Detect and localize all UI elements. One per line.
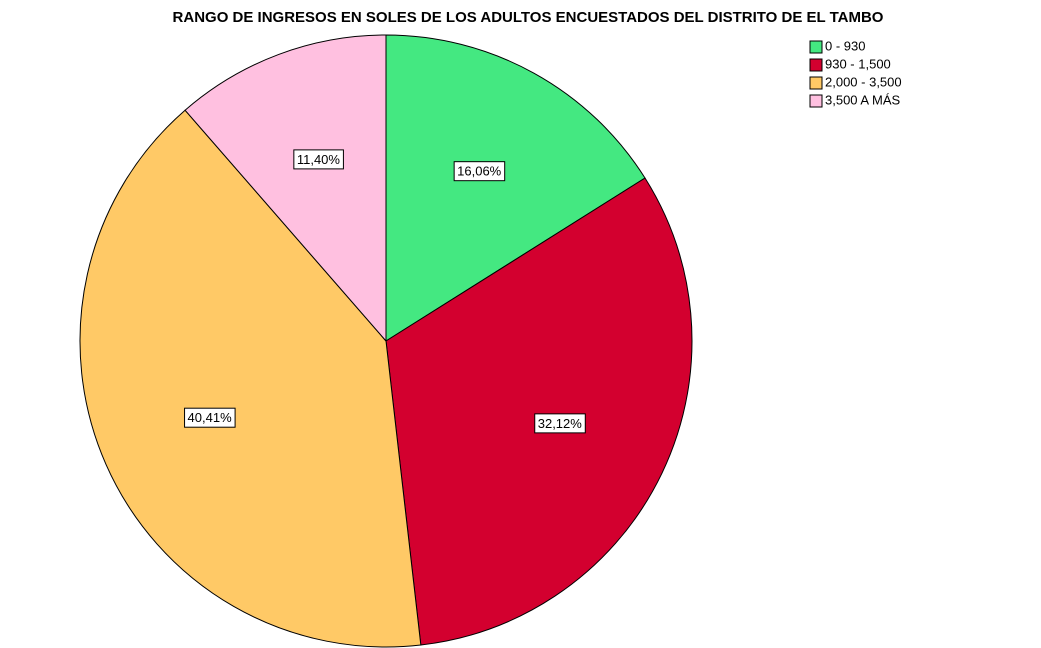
pie-slice bbox=[385, 177, 693, 646]
legend-swatch bbox=[809, 76, 823, 90]
legend-swatch bbox=[809, 40, 823, 54]
pie-slice bbox=[79, 109, 422, 648]
pie-slice bbox=[184, 34, 387, 343]
label-box bbox=[293, 149, 344, 170]
pie-slice bbox=[385, 34, 646, 342]
data-label: 32,12% bbox=[538, 416, 583, 431]
legend-label: 0 - 930 bbox=[825, 38, 865, 53]
label-box bbox=[534, 413, 586, 434]
legend-label: 2,000 - 3,500 bbox=[825, 74, 902, 89]
chart-title: RANGO DE INGRESOS EN SOLES DE LOS ADULTO… bbox=[173, 9, 884, 26]
data-label: 16,06% bbox=[457, 164, 502, 179]
label-box bbox=[184, 407, 236, 428]
legend-swatch bbox=[809, 58, 823, 72]
legend-swatch bbox=[809, 94, 823, 108]
data-label: 40,41% bbox=[188, 410, 233, 425]
legend-label: 3,500 A MÁS bbox=[825, 92, 900, 107]
data-label: 11,40% bbox=[297, 152, 341, 167]
label-box bbox=[453, 161, 506, 182]
legend-label: 930 - 1,500 bbox=[825, 56, 891, 71]
